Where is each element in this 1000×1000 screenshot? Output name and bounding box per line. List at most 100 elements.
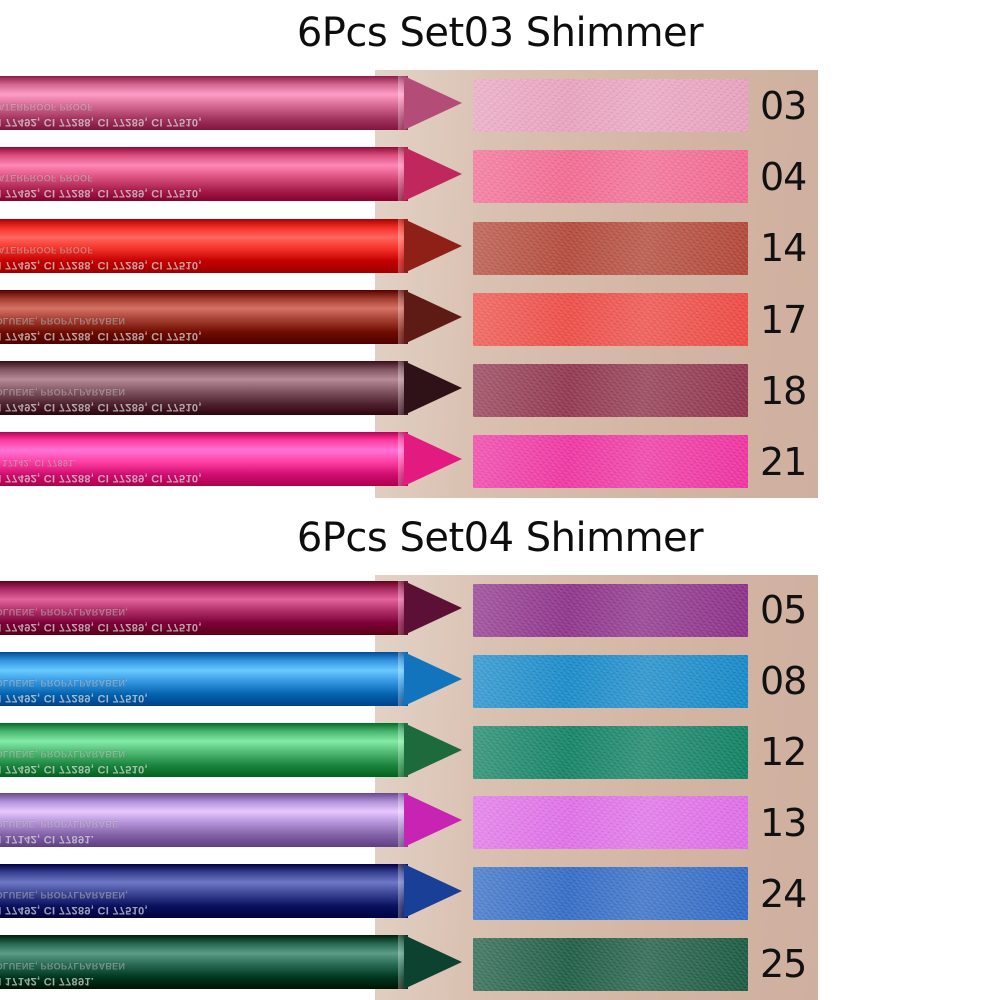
pencil-row: WATERPROOF PROOF CI 77492, CI 77288, CI … bbox=[0, 70, 470, 141]
swatch-row: 05 bbox=[375, 575, 818, 646]
shade-number: 21 bbox=[760, 440, 807, 485]
pencil-row: CI 17142, CI 77891. CI 77492, CI 77288, … bbox=[0, 426, 470, 497]
pencil-row: TOLUENE, PROPYLPARABEN CI 17142, CI 7789… bbox=[0, 929, 470, 1000]
color-swatch bbox=[473, 937, 748, 991]
color-swatch bbox=[473, 654, 748, 708]
product-set-set04: 6Pcs Set04 Shimmer TOLUENE, PROPYLPARABE… bbox=[0, 505, 1000, 1000]
product-set-set03: 6Pcs Set03 Shimmer WATERPROOF PROOF CI 7… bbox=[0, 10, 818, 498]
pencil-group: WATERPROOF PROOF CI 77492, CI 77288, CI … bbox=[0, 70, 470, 498]
shade-number: 25 bbox=[760, 942, 807, 987]
pencil-barrel: TOLUENE, PROPYLPARABE CI 17142, CI 77891… bbox=[0, 793, 408, 848]
pencil-tip bbox=[404, 76, 462, 130]
pencil-tip bbox=[404, 289, 462, 344]
pencil-tip bbox=[404, 581, 462, 635]
color-swatch bbox=[473, 725, 748, 779]
pencil-row: TOLUENE, PROPYLPARABEN, CI 77492, CI 772… bbox=[0, 858, 470, 929]
pencil-imprint-primary: CI 77492, CI 77289, CI 77510, bbox=[0, 691, 148, 704]
shade-number: 24 bbox=[760, 871, 807, 916]
pencil-tip bbox=[404, 218, 462, 273]
pencil-imprint-primary: CI 77492, CI 77289, CI 77510, bbox=[0, 904, 148, 917]
swatch-row: 24 bbox=[375, 858, 818, 929]
swatch-row: 12 bbox=[375, 717, 818, 788]
swatch-row: 13 bbox=[375, 787, 818, 858]
pencil-tip bbox=[404, 147, 462, 202]
shade-number: 18 bbox=[760, 368, 807, 413]
pencil-barrel: WATERPROOF PROOF CI 77492, CI 77288, CI … bbox=[0, 76, 408, 130]
pencil-sheen bbox=[0, 934, 408, 989]
set-title: 6Pcs Set04 Shimmer bbox=[296, 515, 704, 561]
shade-number: 12 bbox=[760, 729, 807, 774]
pencil-imprint-primary: CI 77492, CI 77288, CI 77289, CI 77510, bbox=[0, 472, 202, 485]
pencil-imprint-primary: CI 77492, CI 77288, CI 77289, CI 77510, bbox=[0, 116, 202, 128]
shade-number: 05 bbox=[760, 588, 807, 633]
color-swatch bbox=[473, 150, 748, 204]
swatch-row: 21 bbox=[375, 426, 818, 497]
swatch-row: 25 bbox=[375, 929, 818, 1000]
color-swatch bbox=[473, 435, 748, 489]
pencil-tip bbox=[404, 793, 462, 848]
pencil-imprint-primary: CI 17142, CI 77891. bbox=[0, 833, 95, 846]
color-swatch bbox=[473, 584, 748, 637]
pencil-barrel: TOLUENE, PROPYLPARABEN, CI 77492, CI 772… bbox=[0, 651, 408, 706]
pencil-sheen bbox=[0, 793, 408, 848]
pencil-barrel: WATERPROOF PROOF CI 77492, CI 77288, CI … bbox=[0, 147, 408, 202]
pencil-row: TOLUENE, PROPYLPARABEN CI 77492, CI 7728… bbox=[0, 284, 470, 355]
color-swatch bbox=[473, 364, 748, 418]
pencil-tip bbox=[404, 934, 462, 989]
swatch-row: 18 bbox=[375, 355, 818, 426]
pencil-barrel: WATERPROOF PROOF CI 77492, CI 77288, CI … bbox=[0, 218, 408, 273]
swatch-group: 03 04 14 17 18 21 bbox=[375, 70, 818, 498]
pencil-barrel: TOLUENE, PROPYLPARABEN CI 77492, CI 7728… bbox=[0, 722, 408, 777]
pencil-imprint-primary: CI 77492, CI 77289, CI 77510, bbox=[0, 762, 148, 775]
pencil-imprint-primary: CI 77492, CI 77288, CI 77289, CI 77510, bbox=[0, 187, 202, 200]
pencil-imprint-primary: CI 77492, CI 77288, CI 77289, CI 77510, bbox=[0, 258, 202, 271]
pencil-sheen bbox=[0, 76, 408, 130]
pencil-tip bbox=[404, 432, 462, 487]
pencil-tip bbox=[404, 361, 462, 416]
color-swatch bbox=[473, 867, 748, 921]
set-title: 6Pcs Set03 Shimmer bbox=[296, 10, 704, 56]
swatch-row: 04 bbox=[375, 141, 818, 212]
pencil-barrel: TOLUENE, PROPYLPARABEN CI 77492, CI 7728… bbox=[0, 289, 408, 344]
pencil-tip bbox=[404, 722, 462, 777]
pencil-group: TOLUENE, PROPYLPARABEN, CI 77492, CI 772… bbox=[0, 575, 470, 1000]
pencil-barrel: TOLUENE, PROPYLPARABEN, CI 77492, CI 772… bbox=[0, 581, 408, 635]
swatch-background-panel bbox=[375, 70, 818, 498]
color-swatch bbox=[473, 221, 748, 275]
color-swatch bbox=[473, 79, 748, 132]
pencil-row: TOLUENE, PROPYLPARABEN, CI 77492, CI 772… bbox=[0, 575, 470, 646]
shade-number: 08 bbox=[760, 659, 807, 704]
pencil-sheen bbox=[0, 218, 408, 273]
swatch-background-panel bbox=[375, 575, 818, 1000]
pencil-sheen bbox=[0, 289, 408, 344]
pencil-row: TOLUENE, PROPYLPARABEN CI 77492, CI 7728… bbox=[0, 717, 470, 788]
pencil-row: WATERPROOF PROOF CI 77492, CI 77288, CI … bbox=[0, 213, 470, 284]
pencil-sheen bbox=[0, 864, 408, 919]
pencil-tip bbox=[404, 651, 462, 706]
shade-number: 14 bbox=[760, 226, 807, 271]
color-swatch bbox=[473, 292, 748, 346]
pencil-row: TOLUENE, PROPYLPARABE CI 17142, CI 77891… bbox=[0, 787, 470, 858]
shade-number: 17 bbox=[760, 297, 807, 342]
pencil-barrel: CI 17142, CI 77891. CI 77492, CI 77288, … bbox=[0, 432, 408, 487]
pencil-sheen bbox=[0, 432, 408, 487]
swatch-row: 14 bbox=[375, 213, 818, 284]
pencil-row: WATERPROOF PROOF CI 77492, CI 77288, CI … bbox=[0, 141, 470, 212]
pencil-sheen bbox=[0, 147, 408, 202]
pencil-imprint-primary: CI 77492, CI 77288, CI 77289, CI 77510, bbox=[0, 329, 202, 342]
color-swatch bbox=[473, 796, 748, 850]
shade-number: 03 bbox=[760, 83, 807, 128]
pencil-imprint-primary: CI 77492, CI 77288, CI 77289, CI 77510, bbox=[0, 401, 202, 414]
pencil-row: TOLUENE, PROPYLPARABEN, CI 77492, CI 772… bbox=[0, 646, 470, 717]
pencil-barrel: TOLUENE, PROPYLPARABEN CI 77492, CI 7728… bbox=[0, 361, 408, 416]
swatch-row: 08 bbox=[375, 646, 818, 717]
pencil-sheen bbox=[0, 361, 408, 416]
pencil-row: TOLUENE, PROPYLPARABEN CI 77492, CI 7728… bbox=[0, 355, 470, 426]
swatch-row: 17 bbox=[375, 284, 818, 355]
pencil-sheen bbox=[0, 722, 408, 777]
swatch-group: 05 08 12 13 24 25 bbox=[375, 575, 818, 1000]
pencil-imprint-primary: CI 17142, CI 77891. bbox=[0, 974, 95, 987]
pencil-sheen bbox=[0, 581, 408, 635]
shade-number: 13 bbox=[760, 800, 807, 845]
